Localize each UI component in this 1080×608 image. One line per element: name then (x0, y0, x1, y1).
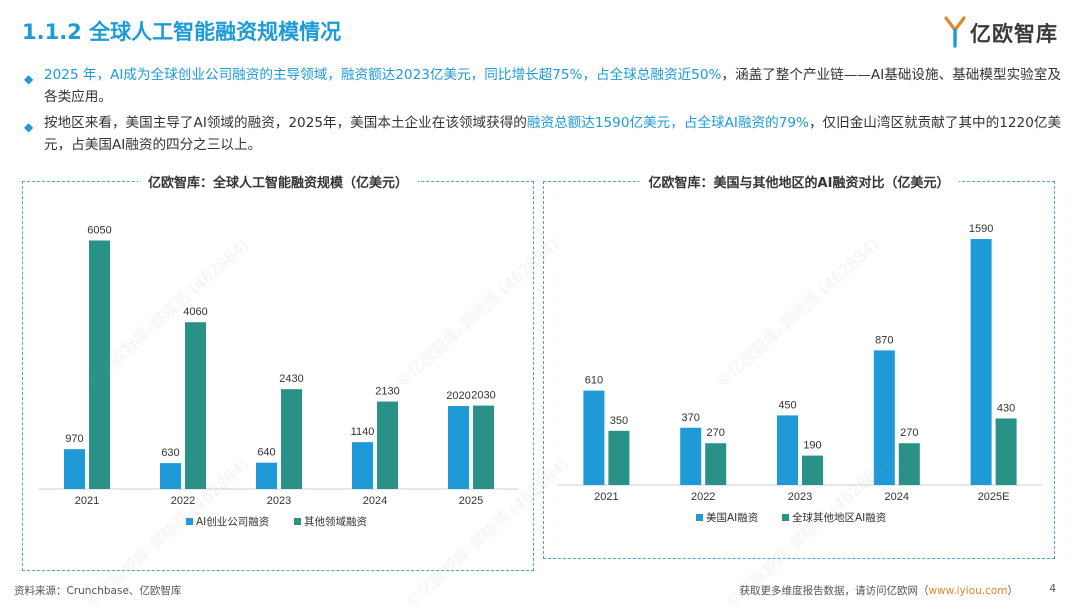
bar-series-b (802, 455, 823, 485)
data-label: 1140 (351, 426, 375, 438)
legend-label: AI创业公司融资 (196, 515, 269, 528)
data-label: 270 (900, 427, 918, 439)
legend-swatch (782, 514, 789, 521)
legend-label: 美国AI融资 (706, 511, 758, 524)
tick-label: 2023 (788, 491, 812, 503)
bar-series-b (995, 418, 1017, 485)
data-label: 2030 (471, 390, 495, 402)
data-label: 2020 (446, 390, 470, 402)
legend-swatch (294, 518, 301, 525)
bar-series-b (89, 240, 110, 489)
bullet-list: ◆ 2025 年，AI成为全球创业公司融资的主导领域，融资额达2023亿美元，同… (22, 64, 1062, 160)
tick-label: 2024 (885, 491, 909, 503)
diamond-icon: ◆ (24, 72, 34, 86)
source-note: 资料来源：Crunchbase、亿欧智库 (14, 585, 182, 597)
tick-label: 2022 (171, 495, 195, 507)
bullet-2-highlight: 融资总额达1590亿美元，占全球AI融资的79% (526, 115, 809, 131)
logo: 亿欧智库 (944, 16, 1064, 50)
chart-global-funding: 亿欧智库：全球人工智能融资规模（亿美元） 970 6050 2021 630 4060 2… (22, 172, 534, 571)
tick-label: 2021 (75, 495, 99, 507)
data-label: 2430 (279, 373, 303, 385)
bar-series-b (608, 430, 630, 485)
bullet-2-text-b: ，仅旧金山湾区就贡献了其中的1220亿美元，占美国AI融资的四分之三以上。 (44, 115, 1062, 153)
page-title: 1.1.2 全球人工智能融资规模情况 (22, 20, 342, 44)
bar-series-b (898, 443, 920, 485)
bar-series-a (256, 462, 277, 489)
data-label: 870 (875, 334, 893, 346)
tick-label: 2024 (363, 495, 387, 507)
data-label: 4060 (183, 306, 207, 318)
legend-swatch (186, 518, 193, 525)
bullet-2-text-a: 按地区来看，美国主导了AI领域的融资，2025年，美国本土企业在该领域获得的 (44, 115, 527, 131)
tick-label: 2022 (691, 491, 715, 503)
bar-series-a (583, 390, 605, 485)
chart-svg: 970 6050 2021 630 4060 2022 640 2430 2023 1140 213… (39, 224, 519, 528)
bullet-1-highlight: 2025 年，AI成为全球创业公司融资的主导领域，融资额达2023亿美元，同比增… (44, 67, 722, 83)
bar-series-a (777, 415, 798, 485)
data-label: 630 (161, 447, 179, 459)
legend-label: 全球其他地区AI融资 (792, 511, 886, 524)
chart-us-vs-other: 亿欧智库：美国与其他地区的AI融资对比（亿美元） 610 350 2021 370 27… (543, 172, 1055, 559)
bar-series-b (281, 389, 302, 489)
logo-text: 亿欧智库 (970, 22, 1058, 46)
data-label: 2130 (375, 386, 399, 398)
bar-series-a (64, 449, 85, 489)
footer-text-end: ） (1007, 585, 1019, 597)
legend-swatch (696, 514, 703, 521)
chart-svg: 610 350 2021 370 270 2022 450 190 2023 870 270 2024… (558, 223, 1042, 524)
data-label: 6050 (87, 224, 111, 236)
chart-title: 亿欧智库：美国与其他地区的AI融资对比（亿美元） (638, 172, 960, 191)
data-label: 450 (778, 399, 796, 411)
bar-series-a (448, 406, 469, 489)
data-label: 640 (257, 447, 275, 459)
data-label: 1590 (969, 223, 993, 235)
diamond-icon: ◆ (24, 120, 34, 134)
legend-label: 其他领域融资 (304, 515, 367, 528)
tick-label: 2021 (594, 491, 618, 503)
page-number: 4 (1049, 583, 1056, 595)
data-label: 370 (682, 412, 700, 424)
data-label: 270 (707, 427, 725, 439)
data-label: 970 (65, 433, 83, 445)
chart-title: 亿欧智库：全球人工智能融资规模（亿美元） (137, 172, 418, 191)
footer-text: 获取更多维度报告数据，请访问亿欧网（ (739, 585, 929, 597)
bullet-2: ◆ 按地区来看，美国主导了AI领域的融资，2025年，美国本土企业在该领域获得的… (22, 112, 1062, 156)
footer-note: 获取更多维度报告数据，请访问亿欧网（www.iyiou.com） (739, 583, 1018, 598)
bar-series-b (705, 443, 727, 485)
bullet-1-text: ，涵盖了整个产业链——AI基础设施、基础模型实验室及各类应用。 (44, 67, 1061, 105)
tick-label: 2023 (267, 495, 291, 507)
bar-series-a (680, 427, 702, 485)
bar-series-a (970, 239, 992, 485)
bar-series-b (185, 322, 206, 489)
data-label: 430 (997, 402, 1015, 414)
bullet-1: ◆ 2025 年，AI成为全球创业公司融资的主导领域，融资额达2023亿美元，同… (22, 64, 1062, 108)
logo-icon (944, 16, 966, 48)
data-label: 610 (585, 375, 603, 387)
bar-series-b (473, 405, 494, 489)
bar-series-a (352, 442, 373, 489)
bar-series-a (873, 350, 895, 485)
footer-link[interactable]: www.iyiou.com (928, 585, 1008, 597)
tick-label: 2025 (459, 495, 483, 507)
data-label: 350 (610, 415, 628, 427)
bar-series-a (160, 463, 181, 489)
tick-label: 2025E (978, 491, 1010, 503)
data-label: 190 (803, 440, 821, 452)
bar-series-b (377, 401, 398, 489)
